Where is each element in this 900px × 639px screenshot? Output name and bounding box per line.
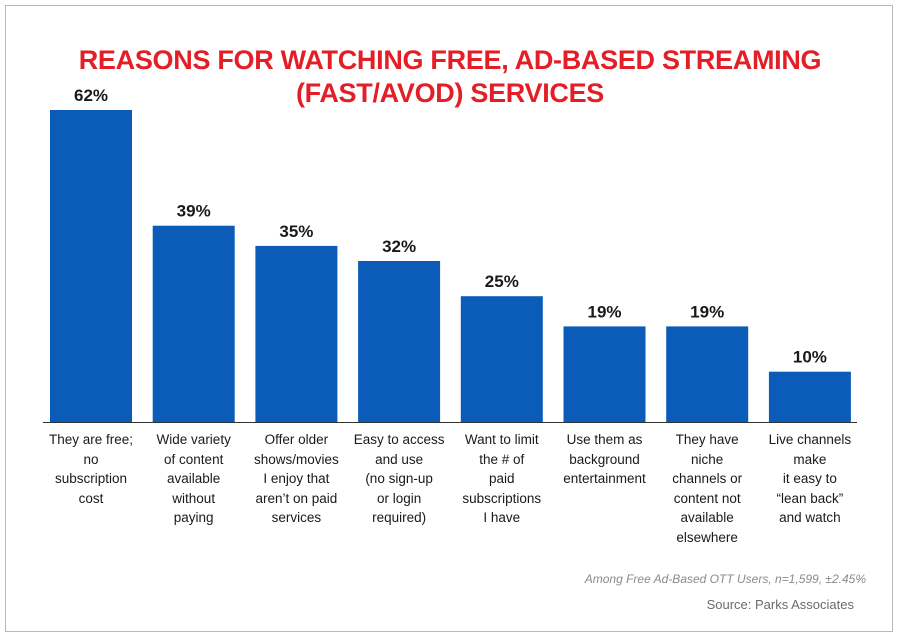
bar-2 [152,225,235,422]
value-label-5: 25% [485,272,519,291]
bar-6 [563,326,646,422]
category-label-3: Offer older shows/movies I enjoy that ar… [254,432,339,525]
value-label-8: 10% [793,348,827,367]
bar-8 [768,371,851,422]
value-label-7: 19% [690,302,724,321]
chart-title: REASONS FOR WATCHING FREE, AD-BASED STRE… [0,44,900,110]
category-label-4: Easy to access and use (no sign-up or lo… [353,432,445,525]
category-label-1: They are free; no subscription cost [48,432,134,506]
value-label-2: 39% [177,202,211,221]
category-label-5: Want to limit the # of paid subscription… [462,432,542,525]
bar-5 [460,296,543,422]
chart-title-line-1: REASONS FOR WATCHING FREE, AD-BASED STRE… [78,45,822,75]
source-credit: Source: Parks Associates [706,597,854,612]
category-label-2: Wide variety of content available withou… [156,432,231,525]
bar-3 [255,245,338,422]
bar-1 [50,110,132,422]
sample-note: Among Free Ad-Based OTT Users, n=1,599, … [584,572,866,586]
value-label-1: 62% [74,86,108,105]
value-label-4: 32% [382,237,416,256]
chart-title-line-2: (FAST/AVOD) SERVICES [295,78,605,108]
value-label-6: 19% [587,302,621,321]
category-label-7: They have niche channels or content not … [672,432,743,545]
value-label-3: 35% [279,222,313,241]
category-label-8: Live channels make it easy to “lean back… [768,432,852,525]
bar-7 [666,326,749,422]
chart-frame [5,5,893,632]
category-label-6: Use them as background entertainment [563,432,646,486]
bar-4 [358,261,441,422]
